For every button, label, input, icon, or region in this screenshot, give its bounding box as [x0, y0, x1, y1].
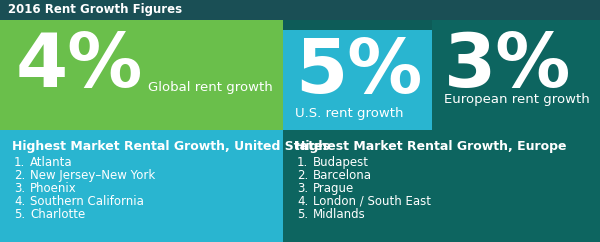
- Text: New Jersey–New York: New Jersey–New York: [30, 169, 155, 182]
- Text: 4.: 4.: [14, 195, 25, 208]
- Text: Charlotte: Charlotte: [30, 208, 85, 221]
- Text: 1.: 1.: [14, 156, 25, 169]
- Bar: [0, 0, 600, 20]
- Text: Phoenix: Phoenix: [30, 182, 77, 195]
- Text: 5.: 5.: [297, 208, 308, 221]
- Text: 5.: 5.: [14, 208, 25, 221]
- Text: Budapest: Budapest: [313, 156, 369, 169]
- Text: Southern California: Southern California: [30, 195, 144, 208]
- Bar: [432, 20, 600, 130]
- Text: Highest Market Rental Growth, United States: Highest Market Rental Growth, United Sta…: [12, 140, 330, 153]
- Bar: [283, 130, 600, 242]
- Text: Highest Market Rental Growth, Europe: Highest Market Rental Growth, Europe: [295, 140, 566, 153]
- Text: Atlanta: Atlanta: [30, 156, 73, 169]
- Bar: [283, 30, 432, 130]
- Text: Midlands: Midlands: [313, 208, 366, 221]
- Text: 1.: 1.: [297, 156, 308, 169]
- Text: 2016 Rent Growth Figures: 2016 Rent Growth Figures: [8, 3, 182, 16]
- Text: 2.: 2.: [14, 169, 25, 182]
- Text: 3%: 3%: [444, 30, 571, 104]
- Text: European rent growth: European rent growth: [444, 92, 590, 106]
- Bar: [0, 130, 283, 242]
- Bar: [0, 20, 283, 130]
- Text: Global rent growth: Global rent growth: [148, 81, 273, 93]
- Text: 3.: 3.: [297, 182, 308, 195]
- Text: Barcelona: Barcelona: [313, 169, 372, 182]
- Text: U.S. rent growth: U.S. rent growth: [295, 107, 404, 121]
- Text: 4.: 4.: [297, 195, 308, 208]
- Text: 4%: 4%: [16, 30, 143, 104]
- Text: 2.: 2.: [297, 169, 308, 182]
- Text: London / South East: London / South East: [313, 195, 431, 208]
- Text: Prague: Prague: [313, 182, 354, 195]
- Text: 5%: 5%: [295, 36, 422, 108]
- Text: 3.: 3.: [14, 182, 25, 195]
